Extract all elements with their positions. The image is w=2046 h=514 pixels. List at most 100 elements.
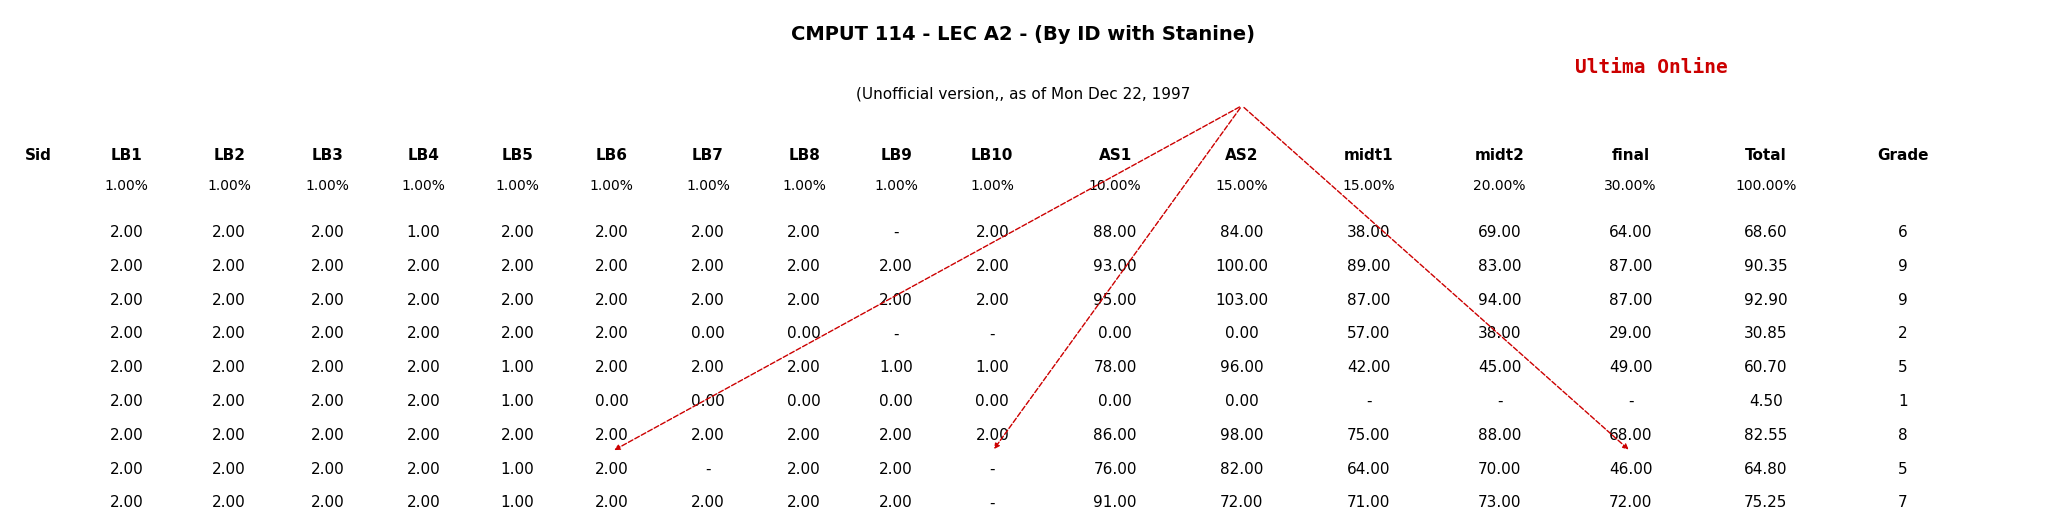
Text: LB9: LB9 (880, 148, 913, 163)
Text: 2.00: 2.00 (501, 326, 534, 341)
Text: 2.00: 2.00 (501, 292, 534, 307)
Text: 78.00: 78.00 (1093, 360, 1138, 375)
Text: 2.00: 2.00 (407, 292, 440, 307)
Text: 1.00: 1.00 (501, 394, 534, 409)
Text: 98.00: 98.00 (1219, 428, 1264, 443)
Text: 2.00: 2.00 (595, 259, 628, 274)
Text: 70.00: 70.00 (1477, 462, 1522, 476)
Text: 38.00: 38.00 (1477, 326, 1522, 341)
Text: 2.00: 2.00 (595, 360, 628, 375)
Text: 7: 7 (1899, 495, 1907, 510)
Text: AS2: AS2 (1226, 148, 1258, 163)
Text: -: - (1498, 394, 1502, 409)
Text: 5: 5 (1899, 462, 1907, 476)
Text: 2.00: 2.00 (595, 428, 628, 443)
Text: 87.00: 87.00 (1608, 259, 1653, 274)
Text: 2.00: 2.00 (110, 292, 143, 307)
Text: Sid: Sid (25, 148, 51, 163)
Text: 38.00: 38.00 (1346, 225, 1391, 240)
Text: 100.00%: 100.00% (1735, 179, 1796, 193)
Text: -: - (706, 462, 710, 476)
Text: 29.00: 29.00 (1608, 326, 1653, 341)
Text: 1.00: 1.00 (407, 225, 440, 240)
Text: 88.00: 88.00 (1093, 225, 1138, 240)
Text: 100.00: 100.00 (1215, 259, 1269, 274)
Text: CMPUT 114 - LEC A2 - (By ID with Stanine): CMPUT 114 - LEC A2 - (By ID with Stanine… (792, 25, 1254, 44)
Text: 2.00: 2.00 (976, 225, 1009, 240)
Text: 82.00: 82.00 (1219, 462, 1264, 476)
Text: 2.00: 2.00 (788, 428, 820, 443)
Text: 15.00%: 15.00% (1342, 179, 1395, 193)
Text: (Unofficial version,, as of Mon Dec 22, 1997: (Unofficial version,, as of Mon Dec 22, … (855, 87, 1191, 102)
Text: 1.00%: 1.00% (104, 179, 149, 193)
Text: 1.00%: 1.00% (685, 179, 730, 193)
Text: 2.00: 2.00 (788, 495, 820, 510)
Text: 2.00: 2.00 (880, 462, 913, 476)
Text: 2.00: 2.00 (110, 326, 143, 341)
Text: 2.00: 2.00 (213, 462, 246, 476)
Text: 0.00: 0.00 (692, 326, 724, 341)
Text: 2.00: 2.00 (788, 259, 820, 274)
Text: 2.00: 2.00 (595, 495, 628, 510)
Text: 75.00: 75.00 (1346, 428, 1391, 443)
Text: 1.00%: 1.00% (874, 179, 919, 193)
Text: 9: 9 (1899, 292, 1907, 307)
Text: 1.00: 1.00 (501, 360, 534, 375)
Text: 1.00%: 1.00% (495, 179, 540, 193)
Text: 2.00: 2.00 (407, 259, 440, 274)
Text: 76.00: 76.00 (1093, 462, 1138, 476)
Text: 57.00: 57.00 (1346, 326, 1391, 341)
Text: 6: 6 (1899, 225, 1907, 240)
Text: 2.00: 2.00 (311, 495, 344, 510)
Text: 2.00: 2.00 (692, 360, 724, 375)
Text: midt1: midt1 (1344, 148, 1393, 163)
Text: 91.00: 91.00 (1093, 495, 1138, 510)
Text: 2.00: 2.00 (880, 259, 913, 274)
Text: 0.00: 0.00 (976, 394, 1009, 409)
Text: 2.00: 2.00 (692, 428, 724, 443)
Text: 1.00%: 1.00% (207, 179, 252, 193)
Text: AS1: AS1 (1099, 148, 1131, 163)
Text: 2.00: 2.00 (692, 225, 724, 240)
Text: final: final (1612, 148, 1649, 163)
Text: 0.00: 0.00 (788, 326, 820, 341)
Text: 72.00: 72.00 (1219, 495, 1264, 510)
Text: 0.00: 0.00 (692, 394, 724, 409)
Text: 1.00%: 1.00% (305, 179, 350, 193)
Text: -: - (1629, 394, 1633, 409)
Text: 1.00%: 1.00% (970, 179, 1015, 193)
Text: 2.00: 2.00 (595, 326, 628, 341)
Text: 88.00: 88.00 (1477, 428, 1522, 443)
Text: Ultima Online: Ultima Online (1575, 58, 1729, 77)
Text: 2.00: 2.00 (311, 225, 344, 240)
Text: 83.00: 83.00 (1477, 259, 1522, 274)
Text: 2.00: 2.00 (213, 326, 246, 341)
Text: 2.00: 2.00 (407, 495, 440, 510)
Text: LB2: LB2 (213, 148, 246, 163)
Text: 86.00: 86.00 (1093, 428, 1138, 443)
Text: 2.00: 2.00 (788, 292, 820, 307)
Text: 2.00: 2.00 (976, 292, 1009, 307)
Text: 68.00: 68.00 (1608, 428, 1653, 443)
Text: 2.00: 2.00 (880, 495, 913, 510)
Text: 84.00: 84.00 (1219, 225, 1264, 240)
Text: 2.00: 2.00 (311, 259, 344, 274)
Text: -: - (894, 326, 898, 341)
Text: 10.00%: 10.00% (1088, 179, 1142, 193)
Text: 2.00: 2.00 (213, 428, 246, 443)
Text: 2.00: 2.00 (407, 428, 440, 443)
Text: 75.25: 75.25 (1743, 495, 1788, 510)
Text: 90.35: 90.35 (1743, 259, 1788, 274)
Text: 49.00: 49.00 (1608, 360, 1653, 375)
Text: 2.00: 2.00 (110, 428, 143, 443)
Text: 96.00: 96.00 (1219, 360, 1264, 375)
Text: 2.00: 2.00 (407, 360, 440, 375)
Text: 2.00: 2.00 (213, 394, 246, 409)
Text: 87.00: 87.00 (1608, 292, 1653, 307)
FancyBboxPatch shape (10, 454, 2032, 485)
Text: 15.00%: 15.00% (1215, 179, 1269, 193)
Text: 2.00: 2.00 (407, 326, 440, 341)
Text: -: - (990, 462, 994, 476)
Text: 73.00: 73.00 (1477, 495, 1522, 510)
Text: Total: Total (1745, 148, 1786, 163)
